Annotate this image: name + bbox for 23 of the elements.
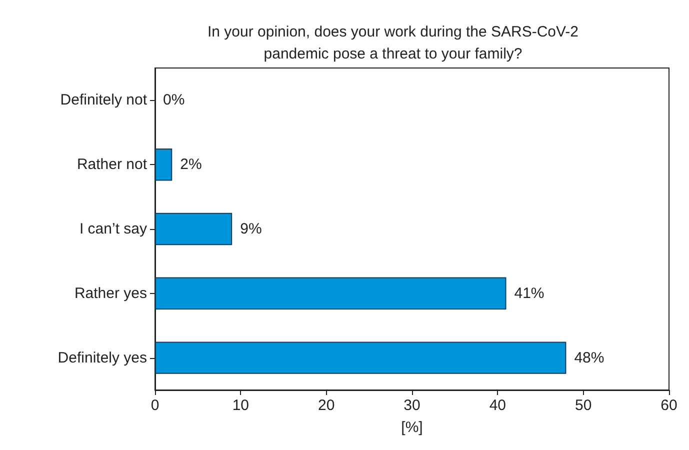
x-tick-label: 60 bbox=[660, 397, 678, 414]
bar bbox=[155, 148, 172, 181]
data-label: 9% bbox=[240, 220, 262, 238]
y-tick-label: Rather not bbox=[76, 156, 148, 174]
x-tick-label: 30 bbox=[404, 397, 420, 414]
y-tick-label: I can’t say bbox=[79, 220, 148, 238]
data-label: 2% bbox=[180, 156, 202, 174]
data-label: 48% bbox=[574, 349, 604, 366]
y-tick-label: Definitely yes bbox=[58, 349, 147, 366]
bar bbox=[155, 212, 232, 246]
x-axis-title: [%] bbox=[401, 419, 423, 436]
data-label: 0% bbox=[163, 92, 185, 109]
x-tick-label: 20 bbox=[318, 397, 335, 414]
bar bbox=[155, 342, 566, 374]
y-tick-label: Rather yes bbox=[74, 284, 147, 302]
data-label: 41% bbox=[514, 284, 544, 302]
y-tick-label: Definitely not bbox=[60, 92, 148, 109]
x-tick-label: 10 bbox=[232, 397, 250, 414]
chart-title: In your opinion, does your work during the SARS-CoV-2 pandemic pose a threat to your family? bbox=[207, 24, 579, 62]
bar bbox=[155, 277, 506, 310]
x-tick-label: 50 bbox=[574, 397, 592, 414]
x-tick-label: 40 bbox=[489, 397, 506, 414]
x-tick-label: 0 bbox=[150, 397, 160, 414]
